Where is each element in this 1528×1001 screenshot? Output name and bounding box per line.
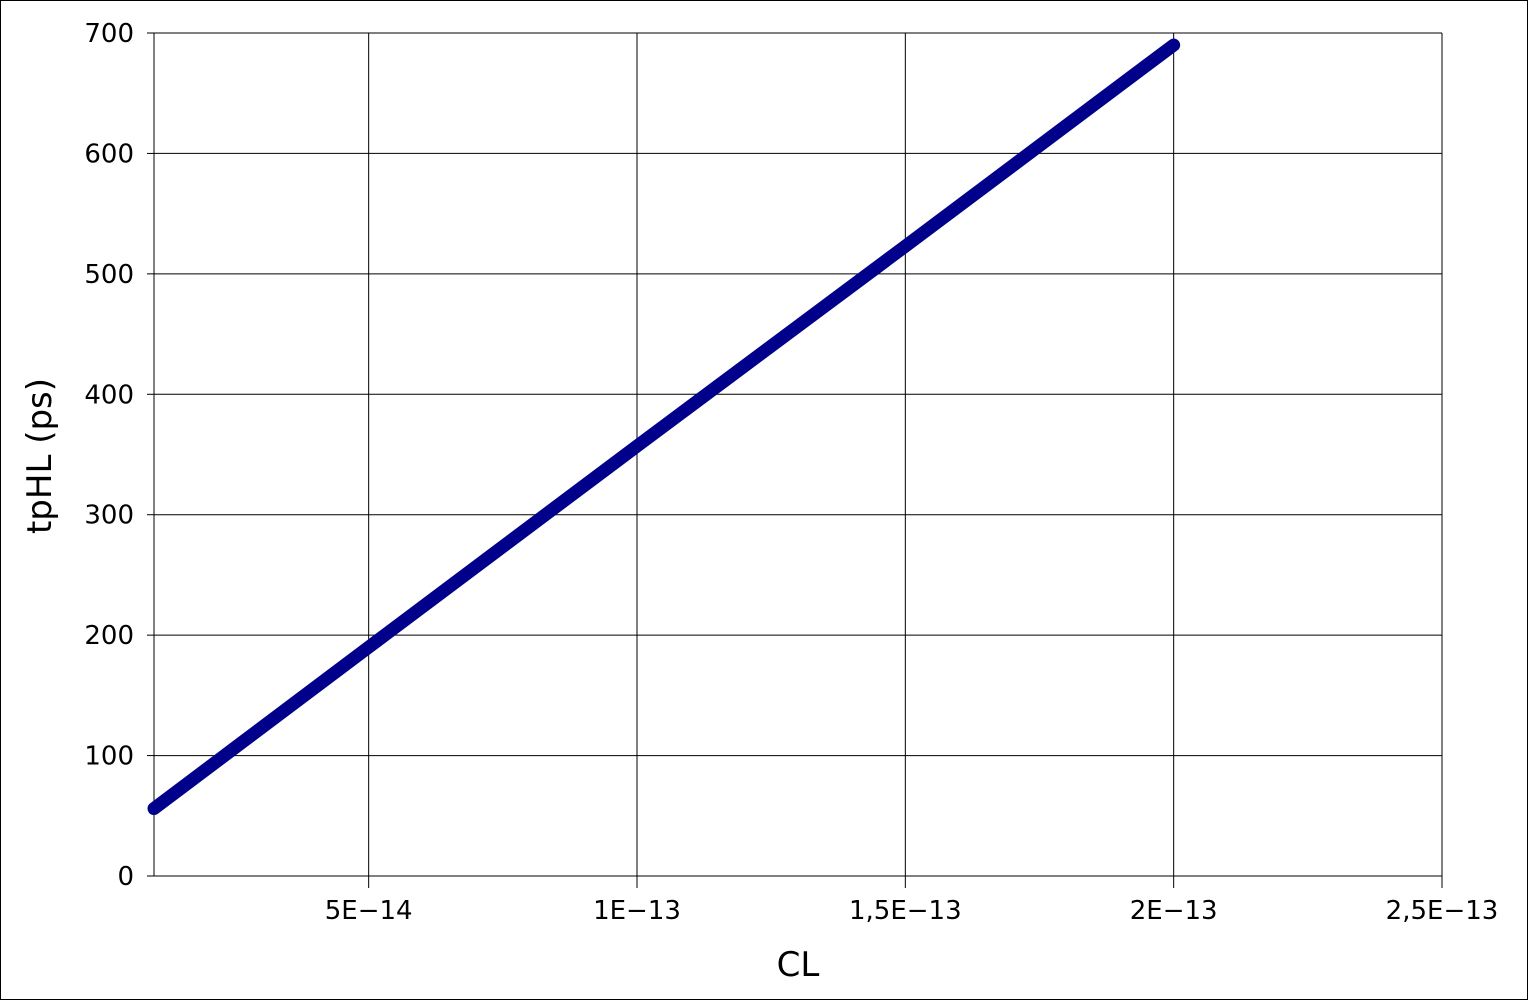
y-tick-label: 400 bbox=[84, 380, 134, 410]
y-tick-label: 500 bbox=[84, 260, 134, 290]
x-tick-label: 1E−13 bbox=[593, 896, 681, 926]
y-tick-label: 700 bbox=[84, 19, 134, 49]
x-tick-label: 1,5E−13 bbox=[849, 896, 962, 926]
x-axis-title: CL bbox=[777, 945, 820, 985]
y-tick-label: 300 bbox=[84, 501, 134, 531]
axis-layer bbox=[147, 32, 1443, 888]
y-tick-label: 600 bbox=[84, 139, 134, 169]
y-axis-title: tpHL (ps) bbox=[20, 378, 60, 534]
y-tick-label: 100 bbox=[84, 742, 134, 772]
x-tick-label: 2,5E−13 bbox=[1386, 896, 1499, 926]
y-tick-label: 0 bbox=[117, 862, 134, 892]
series-line bbox=[147, 38, 1181, 816]
y-tick-label: 200 bbox=[84, 621, 134, 651]
label-layer: 0 100 200 300 400 500 600 700 5E−14 1E−13 1,5E−13 2… bbox=[84, 19, 1498, 926]
plot-area bbox=[154, 33, 1442, 876]
x-tick-label: 2E−13 bbox=[1130, 896, 1218, 926]
series-layer bbox=[147, 38, 1181, 816]
x-tick-label: 5E−14 bbox=[325, 896, 413, 926]
grid-layer bbox=[154, 32, 1443, 877]
